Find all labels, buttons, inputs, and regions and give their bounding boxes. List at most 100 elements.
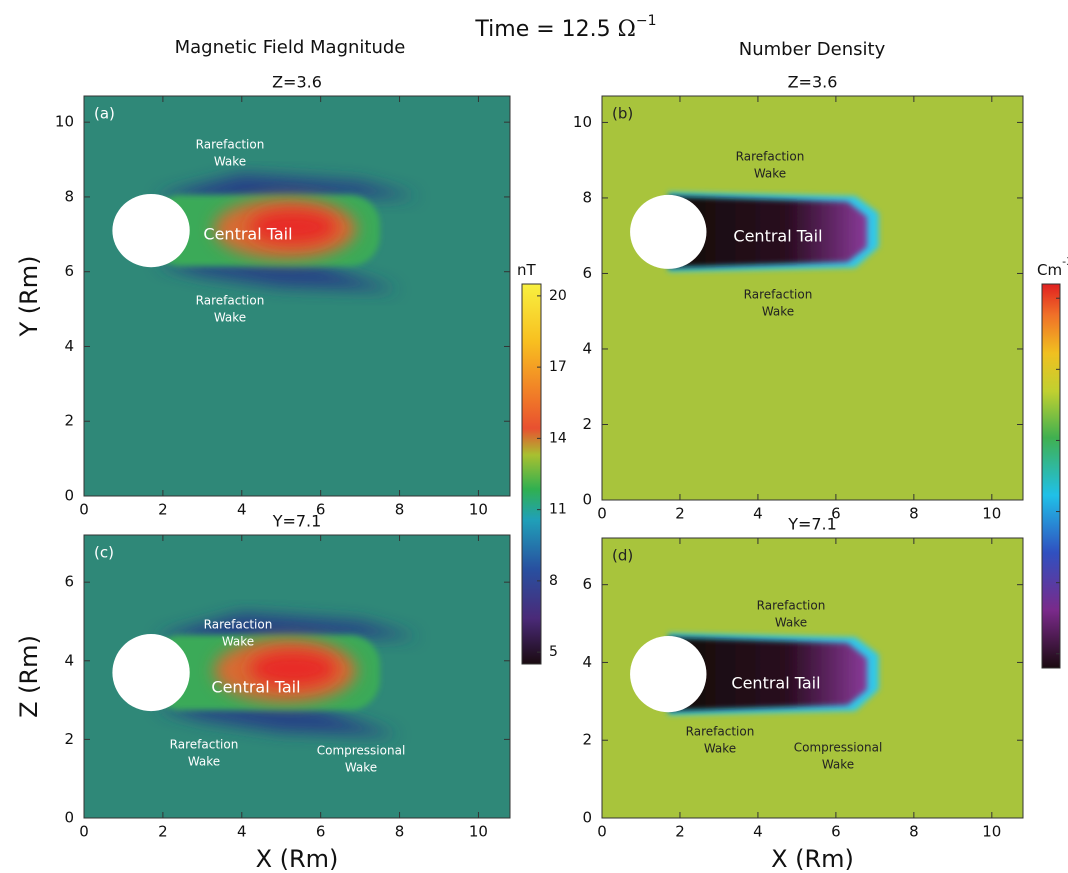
panel-label: (a)	[94, 105, 115, 123]
y-tick-label: 6	[64, 262, 74, 280]
plot-frame	[83, 95, 511, 497]
annotation: Wake	[188, 755, 220, 769]
moon	[112, 634, 190, 712]
colorbar	[521, 283, 542, 665]
map	[602, 538, 1023, 818]
wake	[155, 613, 420, 642]
panel-label: (b)	[612, 105, 633, 123]
x-tick-label: 2	[158, 501, 168, 519]
colorbar-unit: nT	[517, 261, 537, 279]
title-exp: −1	[636, 13, 657, 29]
x-tick-label: 0	[597, 823, 607, 841]
tail-core	[249, 210, 337, 244]
annotation: Wake	[214, 155, 246, 169]
annotation: Wake	[822, 758, 854, 772]
x-axis-label: X (Rm)	[771, 845, 854, 873]
annotation: Wake	[704, 742, 736, 756]
x-axis-label: X (Rm)	[256, 845, 339, 873]
annotation: Central Tail	[733, 227, 822, 246]
map	[602, 96, 1023, 500]
colorbar-unit-exp: -3	[1062, 255, 1068, 268]
panel-label: (d)	[612, 547, 633, 565]
panel-title: Y=7.1	[272, 512, 322, 531]
y-tick-label: 0	[64, 809, 74, 827]
y-tick-label: 2	[64, 412, 74, 430]
x-tick-label: 0	[79, 823, 89, 841]
x-tick-label: 4	[237, 501, 247, 519]
x-tick-label: 10	[982, 505, 1001, 523]
annotation: Compressional	[317, 744, 406, 758]
x-tick-label: 2	[158, 823, 168, 841]
y-tick-label: 4	[582, 339, 592, 357]
x-tick-label: 0	[597, 505, 607, 523]
title-text: Time = 12.5	[474, 17, 610, 42]
x-tick-label: 4	[237, 823, 247, 841]
y-tick-label: 10	[55, 113, 74, 131]
x-tick-label: 4	[753, 823, 763, 841]
x-tick-label: 6	[831, 505, 841, 523]
map	[84, 96, 510, 496]
y-axis-label: Y (Rm)	[15, 255, 43, 337]
annotation: Wake	[762, 305, 794, 319]
colorbar-label: Cm-3	[1037, 255, 1068, 279]
wake	[155, 704, 400, 736]
annotation: Rarefaction	[744, 288, 813, 302]
column-title: Magnetic Field Magnitude	[175, 37, 406, 58]
wake	[155, 260, 400, 291]
panel-title: Z=3.6	[788, 73, 838, 92]
moon	[630, 194, 707, 269]
map-background	[602, 96, 1023, 500]
colorbar-tick-label: 20	[549, 288, 567, 304]
y-tick-label: 8	[582, 188, 592, 206]
annotation: Central Tail	[203, 225, 292, 244]
annotation: Wake	[754, 167, 786, 181]
title-unit: Ω	[618, 17, 636, 42]
annotation: Central Tail	[211, 678, 300, 697]
x-tick-label: 0	[79, 501, 89, 519]
colorbar-tick-label: 5	[549, 644, 558, 660]
y-tick-label: 2	[582, 415, 592, 433]
panel-title: Y=7.1	[787, 515, 837, 534]
annotation: Rarefaction	[686, 725, 755, 739]
x-tick-label: 4	[753, 505, 763, 523]
plot-frame	[83, 534, 511, 819]
annotation: Rarefaction	[170, 738, 239, 752]
annotation: Wake	[345, 761, 377, 775]
y-tick-label: 2	[64, 730, 74, 748]
wake	[155, 174, 420, 201]
y-tick-label: 0	[582, 491, 592, 509]
x-tick-label: 6	[316, 501, 326, 519]
y-tick-label: 4	[64, 337, 74, 355]
annotation: Rarefaction	[204, 618, 273, 632]
y-tick-label: 4	[582, 653, 592, 671]
annotation: Wake	[775, 616, 807, 630]
colorbar-unit: Cm	[1037, 261, 1062, 279]
y-tick-label: 0	[64, 487, 74, 505]
annotation: Rarefaction	[196, 138, 265, 152]
colorbar-tick-label: 11	[549, 502, 567, 518]
x-tick-label: 2	[675, 823, 685, 841]
y-tick-label: 4	[64, 651, 74, 669]
y-tick-label: 0	[582, 809, 592, 827]
y-tick-label: 2	[582, 731, 592, 749]
moon	[112, 193, 190, 268]
figure-title: Time = 12.5 Ω−1	[474, 13, 656, 42]
tail-core	[249, 650, 337, 687]
x-tick-label: 10	[982, 823, 1001, 841]
panel-title: Z=3.6	[272, 73, 322, 92]
annotation: Rarefaction	[757, 599, 826, 613]
y-tick-label: 6	[582, 575, 592, 593]
map-background	[84, 96, 510, 496]
colorbar-tick-label: 17	[549, 359, 567, 375]
x-tick-label: 8	[395, 501, 405, 519]
annotation: Wake	[214, 311, 246, 325]
moon	[630, 636, 707, 713]
colorbar	[1041, 283, 1061, 669]
panel-label: (c)	[94, 544, 114, 562]
annotation: Central Tail	[731, 674, 820, 693]
x-tick-label: 6	[831, 823, 841, 841]
map	[84, 535, 510, 818]
x-tick-label: 8	[909, 823, 919, 841]
